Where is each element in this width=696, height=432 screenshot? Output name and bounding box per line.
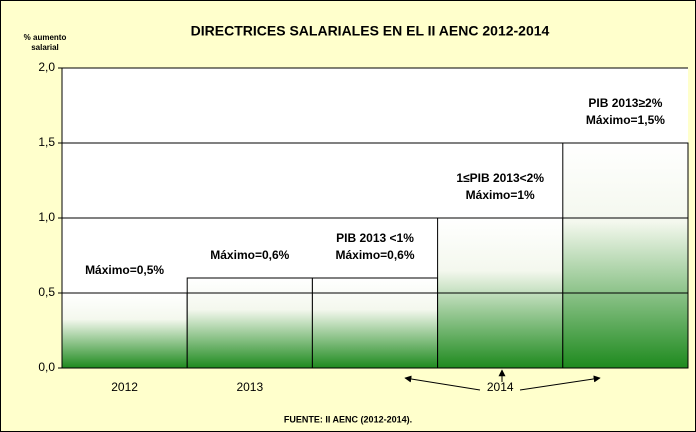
chart-title: DIRECTRICES SALARIALES EN EL II AENC 201… (191, 23, 550, 39)
data-label: 1≤PIB 2013<2% (456, 171, 544, 185)
bar (562, 142, 689, 369)
data-label: PIB 2013≥2% (588, 96, 662, 110)
y-axis-label: salarial (31, 43, 59, 52)
y-tick-label: 0,5 (38, 285, 55, 299)
source: FUENTE: II AENC (2012-2014). (284, 414, 412, 424)
arrow (519, 375, 601, 391)
x-tick-label: 2012 (111, 380, 138, 394)
y-tick-label: 1,5 (38, 135, 55, 149)
data-label: Máximo=0,5% (85, 263, 164, 277)
x-tick-label: 2013 (236, 380, 263, 394)
bar (186, 277, 313, 369)
arrow (404, 375, 481, 391)
data-label: Máximo=0,6% (335, 248, 414, 262)
y-tick-label: 1,0 (38, 210, 55, 224)
bar (61, 292, 188, 369)
data-label: Máximo=1,5% (586, 113, 665, 127)
data-label: Máximo=1% (466, 188, 535, 202)
y-tick-label: 2,0 (38, 60, 55, 74)
y-tick-label: 0,0 (38, 360, 55, 374)
x-tick-label: 2014 (487, 380, 514, 394)
bar (311, 277, 439, 369)
y-axis-label: % aumento (24, 33, 67, 42)
data-label: Máximo=0,6% (210, 248, 289, 262)
data-label: PIB 2013 <1% (336, 231, 414, 245)
